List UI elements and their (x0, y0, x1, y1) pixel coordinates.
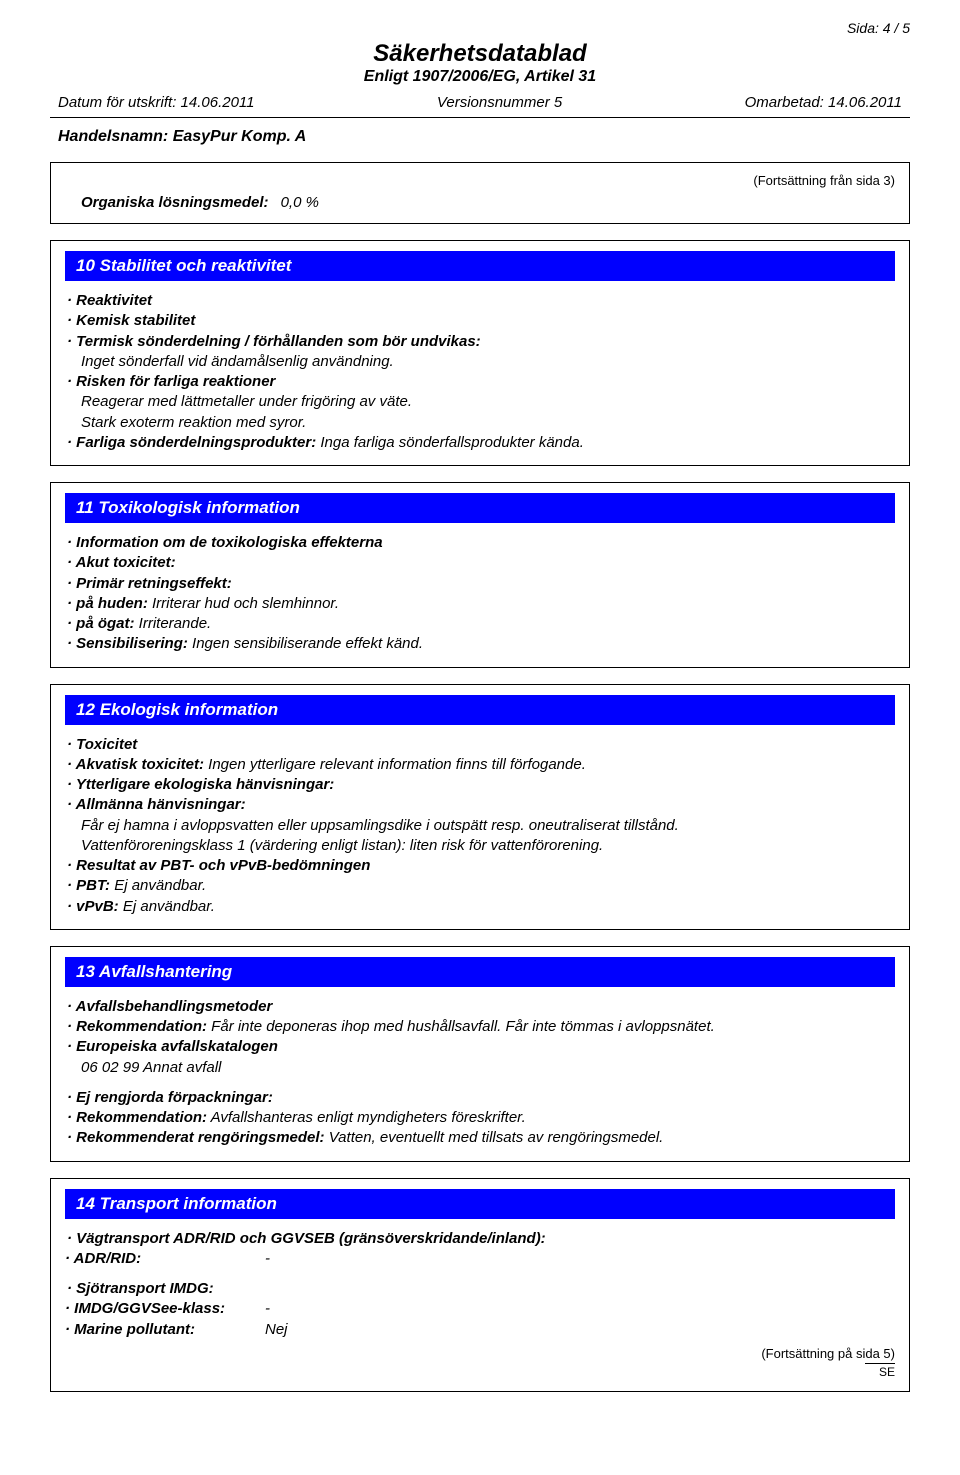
s14-l3: · Sjötransport IMDG: (65, 1279, 895, 1299)
s10-l2: · Kemisk stabilitet (65, 311, 895, 331)
section-12-header: 12 Ekologisk information (65, 695, 895, 725)
s10-l8: · Farliga sönderdelningsprodukter: Inga … (65, 433, 895, 453)
s13-l4: 06 02 99 Annat avfall (65, 1058, 895, 1078)
s14-l5: · Marine pollutant: Nej (65, 1320, 895, 1340)
s13-l2b: Får inte deponeras ihop med hushållsavfa… (207, 1018, 715, 1035)
s10-l8b: Inga farliga sönderfallsprodukter kända. (316, 434, 584, 451)
revised-date: Omarbetad: 14.06.2011 (745, 94, 902, 111)
version-number: Versionsnummer 5 (437, 94, 562, 111)
s12-l1: · Toxicitet (65, 735, 895, 755)
organic-solvents-value: 0,0 % (281, 194, 319, 211)
s13-l6b: Avfallshanteras enligt myndigheters före… (207, 1109, 526, 1126)
s12-l9b: Ej användbar. (119, 898, 215, 915)
page-number: Sida: 4 / 5 (50, 20, 910, 36)
s12-l6: Vattenföroreningsklass 1 (värdering enli… (65, 836, 895, 856)
s11-l6b: Ingen sensibiliserande effekt känd. (188, 635, 423, 652)
section-11-box: 11 Toxikologisk information · Informatio… (50, 482, 910, 668)
s10-l4: Inget sönderfall vid ändamålsenlig använ… (65, 352, 895, 372)
document-title: Säkerhetsdatablad (50, 40, 910, 68)
section-13-box: 13 Avfallshantering · Avfallsbehandlings… (50, 946, 910, 1162)
s11-l3: · Primär retningseffekt: (65, 574, 895, 594)
s14-l5v: Nej (265, 1320, 288, 1340)
organic-solvents-label: Organiska lösningsmedel: (81, 194, 269, 211)
s11-l5b: Irriterande. (135, 615, 212, 632)
s11-l6a: · Sensibilisering: (67, 635, 188, 652)
continued-from: (Fortsättning från sida 3) (65, 173, 895, 188)
s13-l3: · Europeiska avfallskatalogen (65, 1037, 895, 1057)
s12-l9: · vPvB: Ej användbar. (65, 897, 895, 917)
s13-l7: · Rekommenderat rengöringsmedel: Vatten,… (65, 1128, 895, 1148)
s11-l4: · på huden: Irriterar hud och slemhinnor… (65, 594, 895, 614)
s10-l5: · Risken för farliga reaktioner (65, 372, 895, 392)
s14-l4k: · IMDG/GGVSee-klass: (65, 1299, 265, 1319)
s11-l5: · på ögat: Irriterande. (65, 614, 895, 634)
document-subtitle: Enligt 1907/2006/EG, Artikel 31 (50, 68, 910, 86)
s14-l2: · ADR/RID: - (65, 1249, 895, 1269)
product-name: Handelsnamn: EasyPur Komp. A (50, 118, 910, 152)
s11-l2: · Akut toxicitet: (65, 553, 895, 573)
s13-l6a: · Rekommendation: (67, 1109, 207, 1126)
s14-l5k: · Marine pollutant: (65, 1320, 265, 1340)
s12-l4: · Allmänna hänvisningar: (65, 795, 895, 815)
continued-on: (Fortsättning på sida 5) (65, 1346, 895, 1361)
s14-l4v: - (265, 1299, 270, 1319)
s10-l6: Reagerar med lättmetaller under frigörin… (65, 392, 895, 412)
s12-l2b: Ingen ytterligare relevant information f… (204, 756, 586, 773)
s13-l7a: · Rekommenderat rengöringsmedel: (67, 1129, 325, 1146)
s14-l1: · Vägtransport ADR/RID och GGVSEB (gräns… (65, 1229, 895, 1249)
section-10-box: 10 Stabilitet och reaktivitet · Reaktivi… (50, 240, 910, 466)
meta-row: Datum för utskrift: 14.06.2011 Versionsn… (50, 94, 910, 118)
s12-l8a: · PBT: (67, 877, 110, 894)
s10-l3: · Termisk sönderdelning / förhållanden s… (65, 332, 895, 352)
s10-l1: · Reaktivitet (65, 291, 895, 311)
s12-l8: · PBT: Ej användbar. (65, 876, 895, 896)
s12-l2: · Akvatisk toxicitet: Ingen ytterligare … (65, 755, 895, 775)
s11-l1: · Information om de toxikologiska effekt… (65, 533, 895, 553)
s11-l6: · Sensibilisering: Ingen sensibiliserand… (65, 634, 895, 654)
s11-l5a: · på ögat: (67, 615, 135, 632)
section-13-header: 13 Avfallshantering (65, 957, 895, 987)
s12-l8b: Ej användbar. (110, 877, 206, 894)
s13-l1: · Avfallsbehandlingsmetoder (65, 997, 895, 1017)
section-14-header: 14 Transport information (65, 1189, 895, 1219)
section-14-box: 14 Transport information · Vägtransport … (50, 1178, 910, 1392)
s10-l7: Stark exoterm reaktion med syror. (65, 413, 895, 433)
s12-l3: · Ytterligare ekologiska hänvisningar: (65, 775, 895, 795)
s14-l2v: - (265, 1249, 270, 1269)
continuation-box: (Fortsättning från sida 3) Organiska lös… (50, 162, 910, 224)
s11-l4a: · på huden: (67, 595, 148, 612)
section-11-header: 11 Toxikologisk information (65, 493, 895, 523)
s12-l7: · Resultat av PBT- och vPvB-bedömningen (65, 856, 895, 876)
s13-l5: · Ej rengjorda förpackningar: (65, 1088, 895, 1108)
s11-l4b: Irriterar hud och slemhinnor. (148, 595, 339, 612)
s12-l9a: · vPvB: (67, 898, 119, 915)
s13-l6: · Rekommendation: Avfallshanteras enligt… (65, 1108, 895, 1128)
s12-l2a: · Akvatisk toxicitet: (67, 756, 204, 773)
section-10-header: 10 Stabilitet och reaktivitet (65, 251, 895, 281)
s12-l5: Får ej hamna i avloppsvatten eller uppsa… (65, 816, 895, 836)
section-12-box: 12 Ekologisk information · Toxicitet · A… (50, 684, 910, 930)
s14-l2k: · ADR/RID: (65, 1249, 265, 1269)
s13-l7b: Vatten, eventuellt med tillsats av rengö… (325, 1129, 664, 1146)
s14-l4: · IMDG/GGVSee-klass: - (65, 1299, 895, 1319)
organic-solvents-row: Organiska lösningsmedel: 0,0 % (65, 194, 895, 211)
s13-l2a: · Rekommendation: (67, 1018, 207, 1035)
s13-l2: · Rekommendation: Får inte deponeras iho… (65, 1017, 895, 1037)
print-date: Datum för utskrift: 14.06.2011 (58, 94, 255, 111)
country-code: SE (865, 1363, 895, 1379)
s10-l8a: · Farliga sönderdelningsprodukter: (67, 434, 316, 451)
